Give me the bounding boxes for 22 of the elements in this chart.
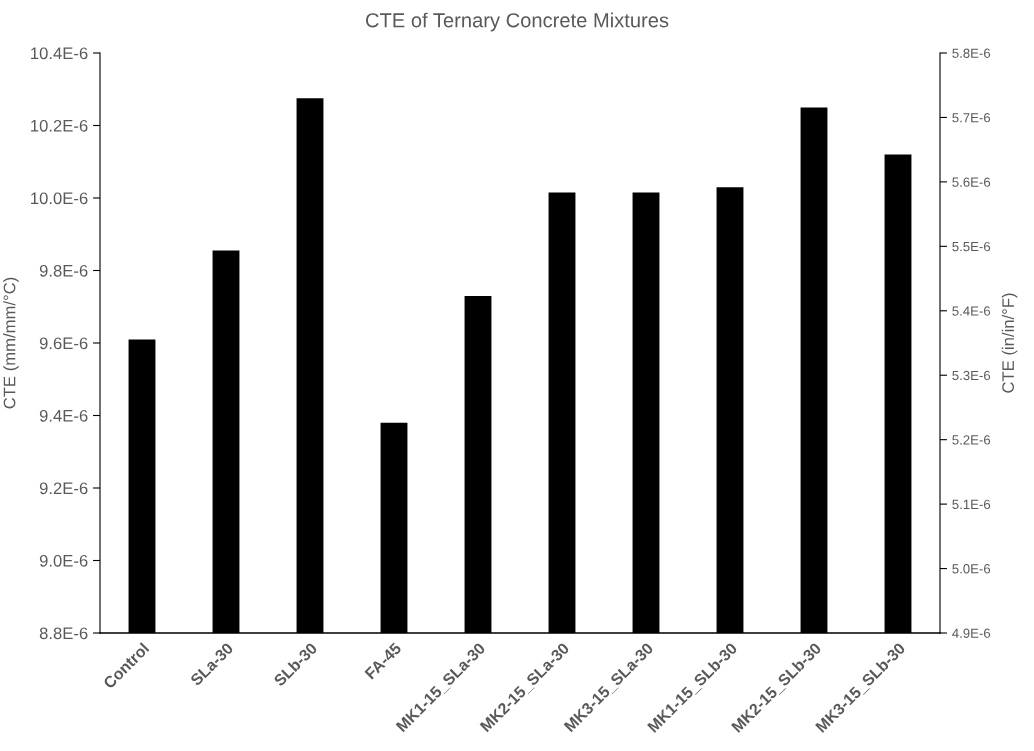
y-axis-title: CTE (mm/mm/°C) bbox=[3, 277, 19, 409]
y-tick-label: 9.4E-6 bbox=[39, 409, 88, 422]
chart-title: CTE of Ternary Concrete Mixtures bbox=[366, 12, 669, 32]
y2-tick-label: 5.2E-6 bbox=[952, 435, 991, 445]
y-tick-label: 10.4E-6 bbox=[31, 47, 88, 60]
y2-tick-label: 4.9E-6 bbox=[952, 628, 991, 638]
y-tick-label: 9.2E-6 bbox=[39, 482, 88, 495]
y2-tick-label: 5.6E-6 bbox=[952, 177, 991, 187]
y-tick-label: 8.8E-6 bbox=[39, 627, 88, 640]
y-tick-label: 9.6E-6 bbox=[39, 337, 88, 350]
y-tick-label: 10.0E-6 bbox=[31, 192, 88, 205]
y2-tick-label: 5.3E-6 bbox=[952, 370, 991, 381]
y2-tick-label: 5.4E-6 bbox=[952, 306, 991, 316]
y2-tick-label: 5.0E-6 bbox=[952, 564, 991, 574]
y2-axis-title: CTE (in/in/°F) bbox=[1001, 293, 1018, 393]
y-tick-label: 10.2E-6 bbox=[31, 119, 88, 132]
y2-tick-label: 5.1E-6 bbox=[952, 499, 991, 510]
y-tick-label: 9.0E-6 bbox=[39, 554, 88, 567]
y2-tick-label: 5.5E-6 bbox=[952, 241, 991, 252]
y2-tick-label: 5.8E-6 bbox=[952, 48, 991, 58]
y2-tick-label: 5.7E-6 bbox=[952, 113, 991, 123]
y-tick-label: 9.8E-6 bbox=[39, 264, 88, 277]
